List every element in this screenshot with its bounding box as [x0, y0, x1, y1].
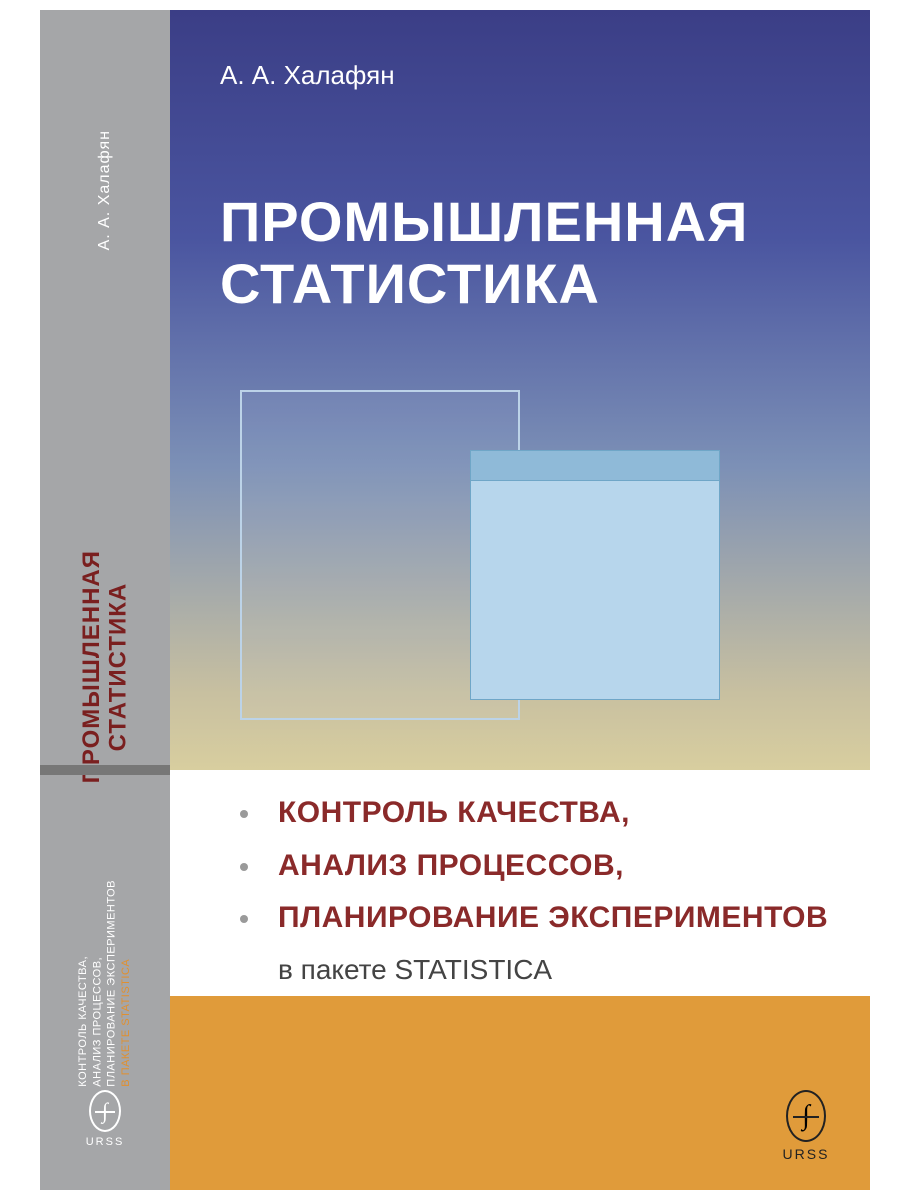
- spine-author: А. А. Халафян: [96, 130, 114, 250]
- book-spine: А. А. Халафян ПРОМЫШЛЕННАЯ СТАТИСТИКА КО…: [40, 10, 170, 1190]
- book-cover: А. А. Халафян ПРОМЫШЛЕННАЯ СТАТИСТИКА КО…: [40, 10, 870, 1190]
- front-bullet-panel: КОНТРОЛЬ КАЧЕСТВА, АНАЛИЗ ПРОЦЕССОВ, ПЛА…: [170, 770, 870, 996]
- spine-publisher-logo: ∫ URSS: [83, 1090, 127, 1150]
- bullet-text-1: КОНТРОЛЬ КАЧЕСТВА,: [278, 796, 630, 831]
- bullet-text-2: АНАЛИЗ ПРОЦЕССОВ,: [278, 849, 624, 884]
- logo-oval-icon: ∫: [786, 1090, 826, 1142]
- spine-subtitle: КОНТРОЛЬ КАЧЕСТВА, АНАЛИЗ ПРОЦЕССОВ, ПЛА…: [76, 880, 133, 1087]
- front-title: ПРОМЫШЛЕННАЯ СТАТИСТИКА: [220, 191, 830, 314]
- logo-dash: [793, 1116, 819, 1118]
- front-publisher-text: URSS: [783, 1146, 830, 1162]
- spine-sub-4: В ПАКЕТЕ STATISTICA: [120, 959, 132, 1087]
- front-title-line2: СТАТИСТИКА: [220, 252, 600, 315]
- front-author: А. А. Халафян: [220, 60, 830, 91]
- package-line: в пакете STATISTICA: [278, 954, 840, 986]
- square-window-icon: [470, 450, 720, 700]
- logo-oval-icon: ∫: [89, 1090, 121, 1132]
- bullet-dot-icon: [240, 915, 248, 923]
- logo-dash: [95, 1111, 115, 1113]
- spine-sub-3: ПЛАНИРОВАНИЕ ЭКСПЕРИМЕНТОВ: [106, 880, 118, 1087]
- spine-title-line1: ПРОМЫШЛЕННАЯ: [78, 550, 105, 783]
- front-title-line1: ПРОМЫШЛЕННАЯ: [220, 190, 748, 253]
- spine-title: ПРОМЫШЛЕННАЯ СТАТИСТИКА: [79, 550, 132, 783]
- spine-title-line2: СТАТИСТИКА: [104, 582, 131, 751]
- spine-sub-1: КОНТРОЛЬ КАЧЕСТВА,: [77, 956, 89, 1087]
- square-window-titlebar: [471, 451, 719, 481]
- bullet-row-1: КОНТРОЛЬ КАЧЕСТВА,: [240, 796, 840, 831]
- spine-publisher-text: URSS: [86, 1136, 125, 1148]
- spine-sub-2: АНАЛИЗ ПРОЦЕССОВ,: [92, 957, 104, 1087]
- bullet-dot-icon: [240, 863, 248, 871]
- bullet-dot-icon: [240, 810, 248, 818]
- front-orange-band: ∫ URSS: [170, 996, 870, 1191]
- bullet-row-3: ПЛАНИРОВАНИЕ ЭКСПЕРИМЕНТОВ: [240, 901, 840, 936]
- bullet-text-3: ПЛАНИРОВАНИЕ ЭКСПЕРИМЕНТОВ: [278, 901, 828, 936]
- front-publisher-logo: ∫ URSS: [778, 1090, 834, 1162]
- spine-divider: [40, 765, 170, 775]
- bullet-row-2: АНАЛИЗ ПРОЦЕССОВ,: [240, 849, 840, 884]
- front-cover: А. А. Халафян ПРОМЫШЛЕННАЯ СТАТИСТИКА КО…: [170, 10, 870, 1190]
- front-gradient-panel: А. А. Халафян ПРОМЫШЛЕННАЯ СТАТИСТИКА: [170, 10, 870, 770]
